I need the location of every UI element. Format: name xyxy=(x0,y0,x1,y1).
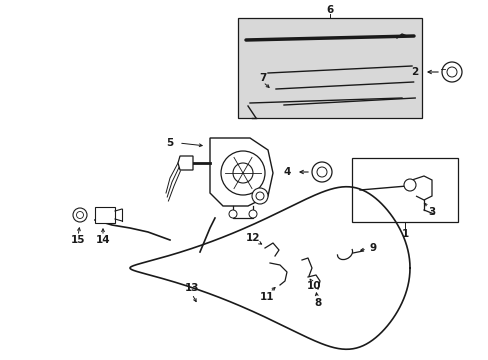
Text: 14: 14 xyxy=(96,235,110,245)
Circle shape xyxy=(248,210,257,218)
Circle shape xyxy=(446,67,456,77)
Circle shape xyxy=(311,162,331,182)
Text: 9: 9 xyxy=(368,243,376,253)
Circle shape xyxy=(73,208,87,222)
Text: 5: 5 xyxy=(166,138,173,148)
Circle shape xyxy=(221,151,264,195)
Circle shape xyxy=(251,188,267,204)
Circle shape xyxy=(316,167,326,177)
Circle shape xyxy=(256,192,264,200)
Circle shape xyxy=(228,210,237,218)
Circle shape xyxy=(403,179,415,191)
Text: 8: 8 xyxy=(314,298,321,308)
Text: 7: 7 xyxy=(259,73,266,83)
Text: 1: 1 xyxy=(401,229,408,239)
Text: 6: 6 xyxy=(325,5,333,15)
Polygon shape xyxy=(209,138,272,206)
Text: 12: 12 xyxy=(245,233,260,243)
Text: 10: 10 xyxy=(306,281,321,291)
Bar xyxy=(95,207,115,223)
Text: 4: 4 xyxy=(283,167,290,177)
Text: 11: 11 xyxy=(259,292,274,302)
Text: 13: 13 xyxy=(184,283,199,293)
Text: 2: 2 xyxy=(410,67,418,77)
Circle shape xyxy=(441,62,461,82)
Circle shape xyxy=(76,211,83,219)
Circle shape xyxy=(232,163,252,183)
Text: 3: 3 xyxy=(427,207,435,217)
Bar xyxy=(238,18,421,118)
Text: 15: 15 xyxy=(71,235,85,245)
Bar xyxy=(351,158,457,222)
Polygon shape xyxy=(178,156,193,170)
